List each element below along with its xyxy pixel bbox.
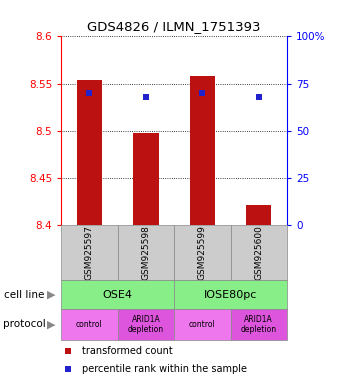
Text: GSM925600: GSM925600 <box>254 225 263 280</box>
Text: cell line: cell line <box>4 290 44 300</box>
Bar <box>246 205 272 225</box>
Bar <box>190 76 215 225</box>
Text: GSM925598: GSM925598 <box>141 225 150 280</box>
Bar <box>77 80 102 225</box>
Text: GSM925597: GSM925597 <box>85 225 94 280</box>
Text: control: control <box>189 320 216 329</box>
Text: transformed count: transformed count <box>82 346 172 356</box>
Bar <box>174 309 231 340</box>
Bar <box>61 225 118 280</box>
Bar <box>174 280 287 309</box>
Text: ▶: ▶ <box>47 290 55 300</box>
Bar <box>231 309 287 340</box>
Bar <box>61 280 174 309</box>
Bar <box>231 225 287 280</box>
Text: GSM925599: GSM925599 <box>198 225 207 280</box>
Title: GDS4826 / ILMN_1751393: GDS4826 / ILMN_1751393 <box>88 20 261 33</box>
Bar <box>61 309 118 340</box>
Text: percentile rank within the sample: percentile rank within the sample <box>82 364 246 374</box>
Text: ARID1A
depletion: ARID1A depletion <box>128 315 164 334</box>
Bar <box>174 225 231 280</box>
Bar <box>118 309 174 340</box>
Text: protocol: protocol <box>4 319 46 329</box>
Bar <box>118 225 174 280</box>
Text: IOSE80pc: IOSE80pc <box>204 290 257 300</box>
Text: control: control <box>76 320 103 329</box>
Text: ARID1A
depletion: ARID1A depletion <box>241 315 277 334</box>
Text: ▶: ▶ <box>47 319 55 329</box>
Bar <box>133 133 159 225</box>
Text: OSE4: OSE4 <box>103 290 133 300</box>
